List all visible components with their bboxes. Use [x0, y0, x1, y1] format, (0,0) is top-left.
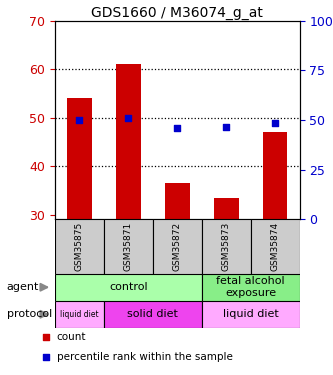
Bar [214, 198, 238, 219]
Bar [165, 183, 189, 219]
Text: protocol: protocol [7, 309, 52, 319]
Bar [251, 219, 300, 274]
Bar [153, 219, 202, 274]
Bar [116, 64, 141, 219]
Text: GSM35874: GSM35874 [271, 222, 280, 271]
Bar [55, 274, 202, 301]
Bar [263, 132, 287, 219]
Point [44, 334, 49, 340]
Bar [104, 301, 202, 328]
Title: GDS1660 / M36074_g_at: GDS1660 / M36074_g_at [91, 6, 263, 20]
Text: agent: agent [7, 282, 39, 292]
Point [44, 354, 49, 360]
Text: count: count [57, 332, 86, 342]
Bar [55, 219, 104, 274]
Text: percentile rank within the sample: percentile rank within the sample [57, 352, 232, 363]
Text: GSM35872: GSM35872 [173, 222, 182, 271]
Text: liquid diet: liquid diet [60, 310, 99, 319]
Text: solid diet: solid diet [128, 309, 178, 319]
Bar [55, 301, 104, 328]
Bar [67, 98, 92, 219]
Text: liquid diet: liquid diet [223, 309, 279, 319]
Point [126, 115, 131, 121]
Text: GSM35873: GSM35873 [222, 222, 231, 271]
Bar [202, 219, 251, 274]
Text: GSM35875: GSM35875 [75, 222, 84, 271]
Point [174, 125, 180, 131]
Bar [104, 219, 153, 274]
Point [224, 124, 229, 130]
Point [77, 117, 82, 123]
Text: fetal alcohol
exposure: fetal alcohol exposure [216, 276, 285, 298]
Text: control: control [109, 282, 148, 292]
Bar [202, 301, 300, 328]
Point [273, 120, 278, 126]
Text: GSM35871: GSM35871 [124, 222, 133, 271]
Bar [202, 274, 300, 301]
